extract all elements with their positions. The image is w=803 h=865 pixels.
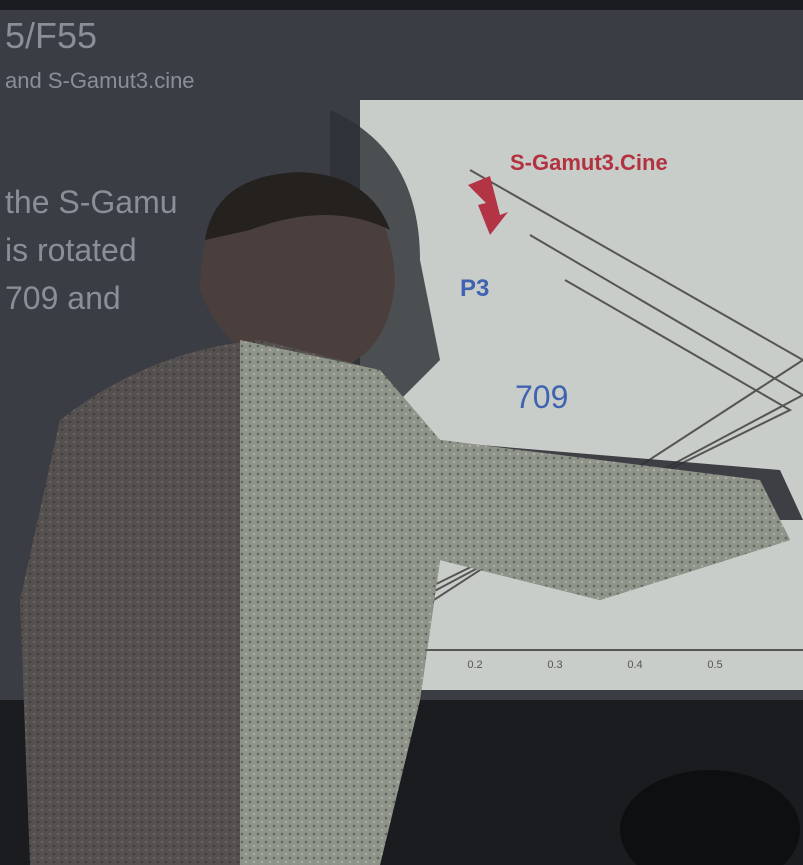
gamut-label: P3 xyxy=(460,275,489,302)
page: 5/F55 and S-Gamut3.cine the S-Gamu is rot… xyxy=(0,0,803,865)
x-tick-label: 0.5 xyxy=(707,659,722,671)
slide-title: 5/F55 xyxy=(5,15,97,56)
slide-line: the S-Gamu xyxy=(5,184,178,220)
x-tick-label: 0.2 xyxy=(467,659,482,671)
slide-line: is rotated xyxy=(5,232,137,268)
x-tick-label: 0.3 xyxy=(547,659,562,671)
gamut-label: S-Gamut3.Cine xyxy=(510,150,668,175)
slide-line: 709 and xyxy=(5,280,121,316)
photo: 5/F55 and S-Gamut3.cine the S-Gamu is rot… xyxy=(0,0,803,865)
gamut-label: 709 xyxy=(515,379,568,415)
slide-subtitle: and S-Gamut3.cine xyxy=(5,68,195,93)
x-tick-label: 0.4 xyxy=(627,659,642,671)
